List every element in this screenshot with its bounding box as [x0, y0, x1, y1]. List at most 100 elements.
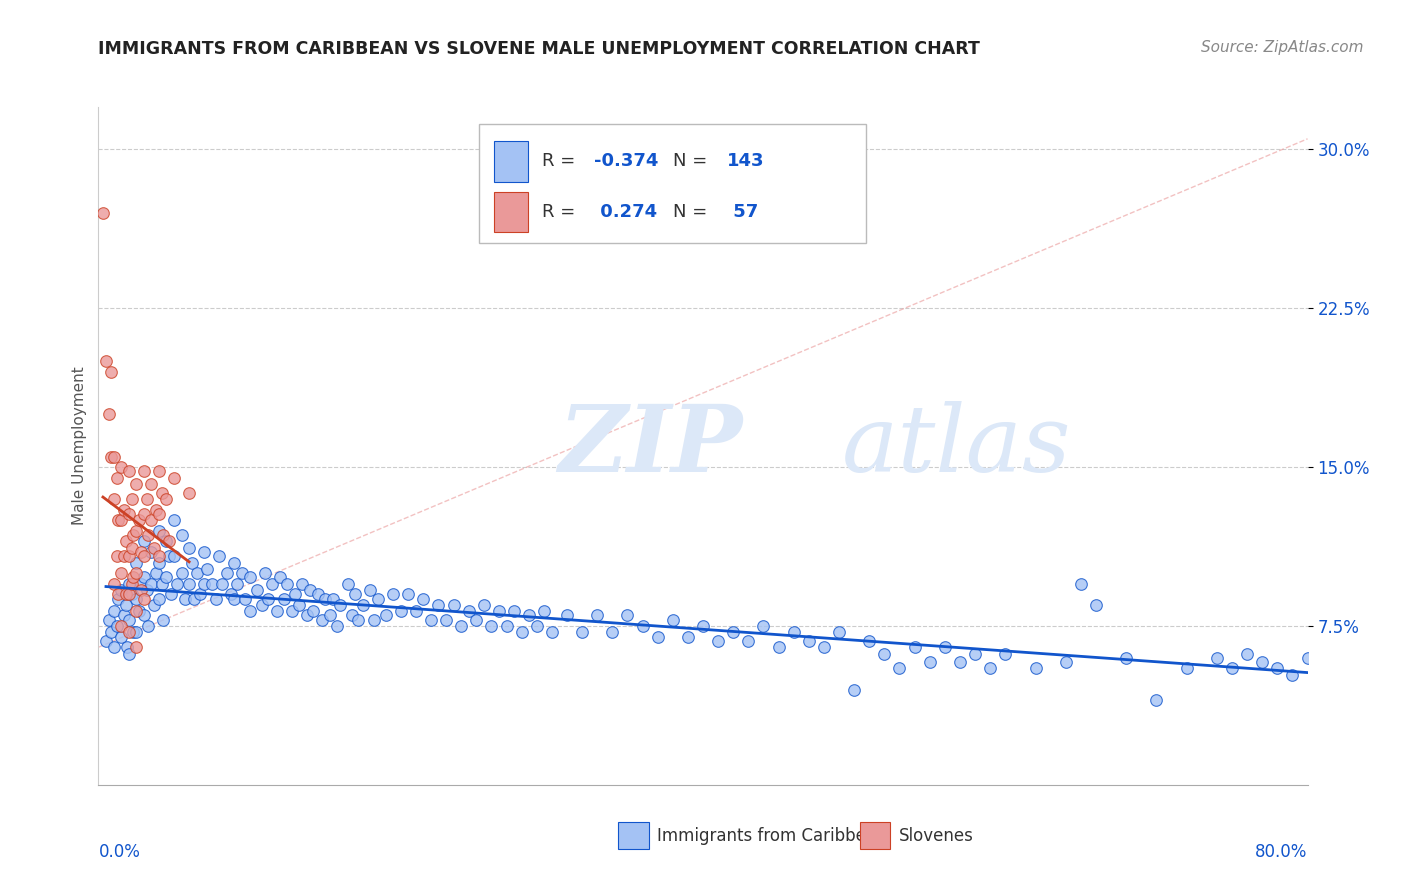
- Point: [326, 619, 349, 633]
- Point: [105, 471, 128, 485]
- Point: [737, 633, 759, 648]
- Point: [121, 541, 143, 555]
- Point: [284, 587, 307, 601]
- Text: atlas: atlas: [842, 401, 1071, 491]
- Point: [155, 534, 177, 549]
- Point: [314, 591, 336, 606]
- Point: [193, 545, 215, 559]
- Point: [103, 450, 125, 464]
- Point: [481, 619, 503, 633]
- Point: [233, 591, 256, 606]
- Point: [360, 583, 382, 598]
- Point: [329, 598, 352, 612]
- Point: [540, 625, 562, 640]
- Point: [221, 587, 243, 601]
- Text: 57: 57: [727, 203, 758, 221]
- Point: [495, 619, 517, 633]
- Text: IMMIGRANTS FROM CARIBBEAN VS SLOVENE MALE UNEMPLOYMENT CORRELATION CHART: IMMIGRANTS FROM CARIBBEAN VS SLOVENE MAL…: [98, 40, 980, 58]
- Point: [266, 604, 288, 618]
- Point: [322, 591, 344, 606]
- Point: [262, 576, 284, 591]
- Point: [1236, 647, 1258, 661]
- Point: [110, 460, 132, 475]
- Point: [389, 604, 412, 618]
- Text: Slovenes: Slovenes: [898, 827, 974, 845]
- Point: [239, 570, 262, 584]
- Point: [135, 491, 157, 506]
- Point: [110, 566, 132, 581]
- Point: [752, 619, 775, 633]
- Point: [904, 640, 927, 655]
- Point: [195, 562, 218, 576]
- Point: [122, 570, 145, 584]
- Point: [318, 608, 340, 623]
- Point: [526, 619, 548, 633]
- Point: [676, 630, 699, 644]
- Point: [352, 598, 374, 612]
- Point: [136, 619, 159, 633]
- Point: [631, 619, 654, 633]
- Point: [288, 598, 311, 612]
- Text: ZIP: ZIP: [558, 401, 742, 491]
- Point: [434, 613, 457, 627]
- Point: [148, 556, 170, 570]
- Point: [170, 528, 193, 542]
- Point: [382, 587, 405, 601]
- Point: [844, 682, 866, 697]
- Point: [768, 640, 790, 655]
- Point: [1144, 693, 1167, 707]
- Point: [125, 556, 148, 570]
- Point: [965, 647, 987, 661]
- Point: [100, 365, 122, 379]
- Point: [226, 576, 249, 591]
- Point: [159, 534, 181, 549]
- Point: [107, 591, 129, 606]
- Point: [443, 598, 465, 612]
- Point: [211, 576, 233, 591]
- Point: [367, 591, 389, 606]
- Point: [125, 640, 148, 655]
- Point: [125, 524, 148, 538]
- Point: [132, 464, 155, 478]
- Point: [105, 619, 128, 633]
- Point: [143, 598, 166, 612]
- Point: [98, 407, 121, 421]
- Point: [145, 566, 167, 581]
- Point: [586, 608, 609, 623]
- Point: [647, 630, 669, 644]
- Point: [347, 613, 370, 627]
- Text: R =: R =: [543, 153, 581, 170]
- Point: [94, 633, 117, 648]
- Point: [363, 613, 385, 627]
- Point: [231, 566, 253, 581]
- Point: [616, 608, 638, 623]
- Point: [465, 613, 488, 627]
- Point: [155, 570, 177, 584]
- Point: [256, 591, 278, 606]
- Point: [311, 613, 333, 627]
- Point: [103, 640, 125, 655]
- Point: [281, 604, 304, 618]
- Point: [121, 576, 143, 591]
- Point: [571, 625, 593, 640]
- Point: [163, 471, 186, 485]
- Point: [1267, 661, 1289, 675]
- Point: [783, 625, 806, 640]
- Point: [118, 507, 141, 521]
- Point: [121, 587, 143, 601]
- Point: [125, 566, 148, 581]
- Point: [114, 598, 136, 612]
- Point: [858, 633, 880, 648]
- Y-axis label: Male Unemployment: Male Unemployment: [72, 367, 87, 525]
- Point: [503, 604, 526, 618]
- Point: [148, 549, 170, 564]
- Point: [110, 619, 132, 633]
- Point: [129, 576, 152, 591]
- Point: [1070, 576, 1092, 591]
- Point: [132, 591, 155, 606]
- Point: [110, 513, 132, 527]
- Point: [141, 477, 163, 491]
- Point: [302, 604, 325, 618]
- Point: [114, 587, 136, 601]
- Point: [112, 502, 135, 516]
